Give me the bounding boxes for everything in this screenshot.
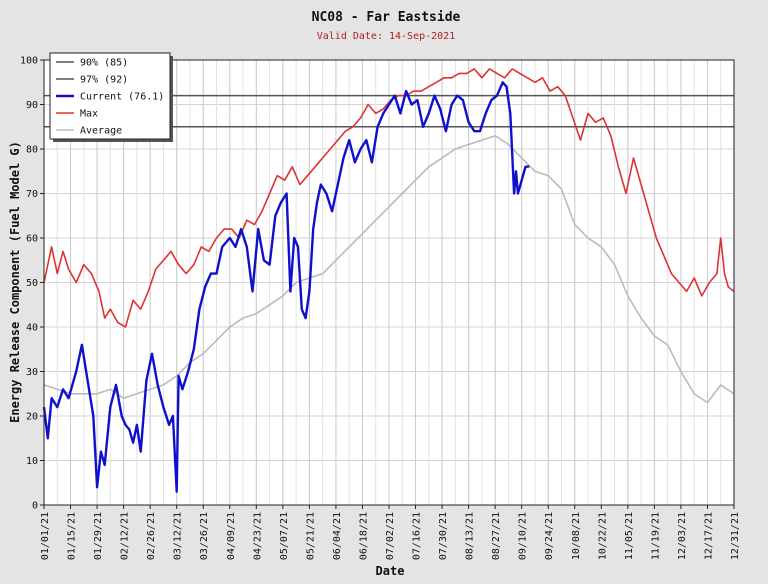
y-axis-label: Energy Release Component (Fuel Model G) [8, 141, 22, 423]
y-tick-label: 70 [26, 189, 38, 200]
x-tick-label: 03/12/21 [173, 512, 184, 560]
x-tick-label: 11/19/21 [650, 512, 661, 560]
x-tick-label: 07/02/21 [385, 512, 396, 560]
x-tick-label: 04/23/21 [252, 512, 263, 560]
y-tick-label: 40 [26, 323, 38, 334]
x-axis-label: Date [376, 564, 405, 578]
legend-label: Average [80, 126, 122, 137]
legend-label: Max [80, 109, 98, 120]
x-tick-label: 07/30/21 [438, 512, 449, 560]
x-tick-label: 03/26/21 [199, 512, 210, 560]
y-tick-label: 50 [26, 278, 38, 289]
x-tick-label: 01/15/21 [67, 512, 78, 560]
legend-label: Current (76.1) [80, 92, 164, 103]
y-tick-label: 10 [26, 456, 38, 467]
x-tick-label: 01/01/21 [40, 512, 51, 560]
x-tick-label: 12/03/21 [677, 512, 688, 560]
x-tick-label: 02/26/21 [146, 512, 157, 560]
y-tick-label: 60 [26, 234, 38, 245]
x-tick-label: 05/21/21 [305, 512, 316, 560]
x-tick-label: 10/22/21 [597, 512, 608, 560]
x-tick-label: 12/31/21 [730, 512, 741, 560]
chart-subtitle: Valid Date: 14-Sep-2021 [317, 31, 455, 42]
x-tick-label: 07/16/21 [412, 512, 423, 560]
y-tick-label: 20 [26, 412, 38, 423]
x-tick-label: 06/18/21 [358, 512, 369, 560]
x-tick-label: 01/29/21 [93, 512, 104, 560]
grid [43, 59, 735, 506]
x-tick-label: 11/05/21 [624, 512, 635, 560]
legend-label: 97% (92) [80, 75, 128, 86]
chart-title: NC08 - Far Eastside [312, 10, 461, 25]
x-tick-label: 10/08/21 [571, 512, 582, 560]
x-tick-label: 09/10/21 [518, 512, 529, 560]
x-tick-label: 08/13/21 [465, 512, 476, 560]
x-tick-label: 12/17/21 [703, 512, 714, 560]
x-tick-label: 04/09/21 [226, 512, 237, 560]
legend-label: 90% (85) [80, 58, 128, 69]
y-tick-label: 30 [26, 367, 38, 378]
x-axis-ticks: 01/01/21 01/15/21 01/29/21 02/12/21 02/26/21… [40, 505, 741, 560]
y-tick-label: 80 [26, 145, 38, 156]
y-axis-ticks: 0 10 20 30 40 50 60 70 80 90 100 [20, 56, 44, 512]
y-tick-label: 0 [32, 501, 38, 512]
x-tick-label: 05/07/21 [279, 512, 290, 560]
y-tick-label: 100 [20, 56, 38, 67]
x-tick-label: 09/24/21 [544, 512, 555, 560]
series-line [42, 81, 530, 493]
x-tick-label: 08/27/21 [491, 512, 502, 560]
x-tick-label: 06/04/21 [332, 512, 343, 560]
series-lines [42, 68, 735, 493]
x-tick-label: 02/12/21 [120, 512, 131, 560]
legend: 90% (85) 97% (92) Current (76.1) Max Average [49, 52, 173, 142]
y-tick-label: 90 [26, 100, 38, 111]
